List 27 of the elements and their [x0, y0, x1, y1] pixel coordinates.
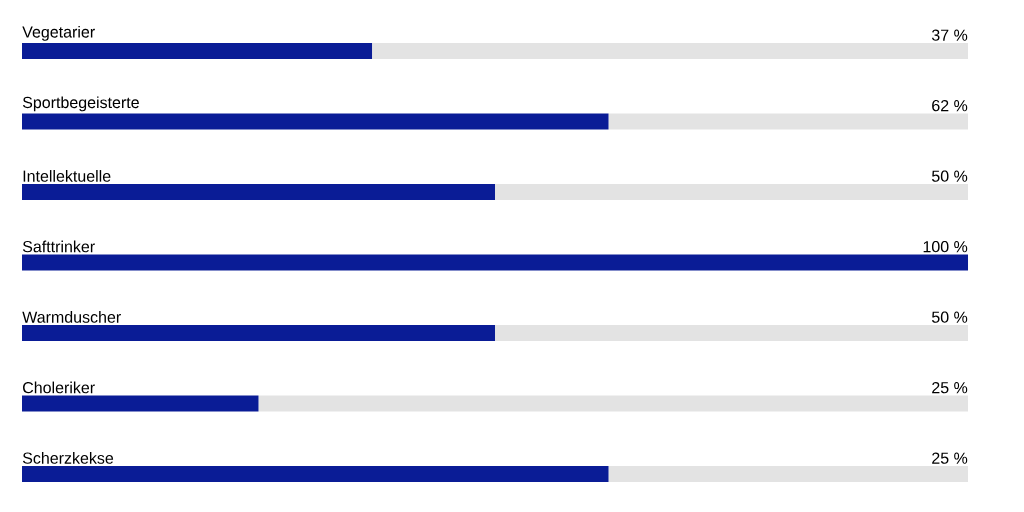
annotation: 37 % — [931, 29, 968, 41]
bar — [22, 184, 495, 200]
bar — [495, 325, 969, 341]
y-tick-label: Safttrinker — [22, 240, 95, 253]
y-tick-label: Sportbegeisterte — [22, 96, 139, 112]
y-tick-label: Vegetarier — [22, 25, 95, 41]
bar — [495, 184, 969, 200]
y-tick-label: Warmduscher — [22, 311, 121, 323]
bar — [22, 466, 609, 482]
y-tick-label: Choleriker — [23, 381, 95, 394]
annotation: 50 % — [931, 311, 968, 323]
annotation: 25 % — [932, 381, 968, 394]
bar — [372, 43, 969, 59]
y-tick-label: Intellektuelle — [23, 170, 111, 182]
bar — [22, 43, 373, 59]
y-tick-label: Scherzkekse — [22, 452, 114, 464]
annotation: 100 % — [923, 240, 968, 253]
bar — [22, 254, 969, 271]
bar — [22, 325, 495, 341]
bar — [258, 395, 969, 412]
annotation: 62 % — [932, 99, 968, 112]
bar — [22, 113, 609, 130]
bar — [608, 113, 969, 130]
bar — [22, 395, 259, 412]
bar — [608, 466, 969, 482]
annotation: 50 % — [931, 170, 968, 182]
annotation: 25 % — [932, 452, 968, 464]
